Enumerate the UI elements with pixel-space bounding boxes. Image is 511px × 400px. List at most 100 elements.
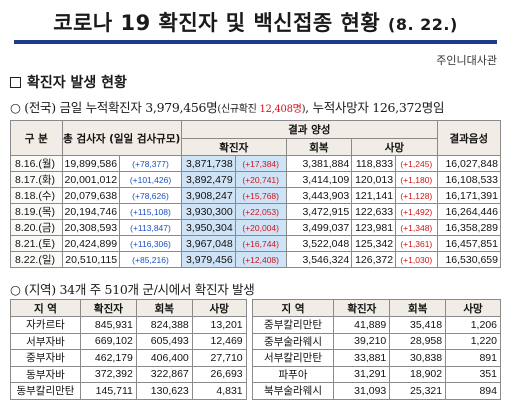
header-recovered-right: 회복: [389, 299, 447, 317]
region-name: 서부자바: [10, 332, 81, 350]
region-confirmed: 669,102: [79, 332, 137, 350]
daily-status-table: 구 분 총 검사자 (일일 검사규모) 결과 양성 결과음성 확진자 회복 사망…: [10, 120, 502, 268]
national-summary: ○ (전국) 금일 누적확진자 3,979,456명(신규확진 12,408명)…: [10, 97, 444, 116]
tests-delta: (+113,847): [119, 219, 182, 236]
region-confirmed: 31,093: [333, 382, 391, 400]
region-name: 자카르타: [10, 316, 81, 334]
table-row: 8.21.(토) 20,424,899 (+116,306) 3,967,048…: [10, 235, 502, 252]
tests-delta: (+115,108): [119, 203, 182, 220]
tests-delta: (+116,306): [119, 235, 182, 252]
deaths-delta: (+1,180): [395, 171, 438, 188]
table-row: 8.22.(일) 20,510,115 (+85,216) 3,979,456 …: [10, 251, 502, 268]
confirmed-delta: (+15,768): [234, 187, 287, 204]
region-deaths: 26,693: [191, 365, 247, 383]
header-total-tests-sub: (일일 검사규모): [109, 132, 181, 145]
negative-total: 16,530,659: [436, 251, 502, 268]
recovered-total: 3,381,884: [285, 155, 353, 172]
regional-table: 지 역 확진자 회복 사망 지 역 확진자 회복 사망 자카르타 845,931…: [10, 299, 501, 400]
tests-total: 20,308,593: [61, 219, 121, 236]
region-deaths: 13,201: [191, 316, 247, 334]
region-confirmed: 31,291: [333, 365, 391, 383]
region-name: 동부칼리만탄: [10, 382, 81, 400]
region-recovered: 406,400: [135, 349, 193, 367]
confirmed-total: 3,871,738: [180, 155, 236, 172]
region-recovered: 605,493: [135, 332, 193, 350]
recovered-total: 3,472,915: [285, 203, 353, 220]
region-recovered: 25,321: [389, 382, 447, 400]
title-bar: 코로나 19 확진자 및 백신접종 현황 (8. 22.): [0, 0, 511, 46]
tests-delta: (+78,377): [119, 155, 182, 172]
title-date: (8. 22.): [388, 15, 458, 34]
summary-suffix: , 누적사망자 126,372명임: [305, 100, 445, 115]
confirmed-delta: (+20,741): [234, 171, 287, 188]
summary-new-close: ): [301, 104, 306, 115]
region-recovered: 130,623: [135, 382, 193, 400]
region-recovered: 18,902: [389, 365, 447, 383]
tests-total: 20,424,899: [61, 235, 121, 252]
title-underline: [14, 40, 497, 44]
deaths-delta: (+1,245): [395, 155, 438, 172]
checkbox-square-icon: [10, 77, 21, 88]
region-name: 중부칼리만탄: [251, 316, 335, 334]
deaths-total: 118,833: [351, 155, 397, 172]
header-region-right: 지 역: [251, 299, 335, 317]
row-date: 8.20.(금): [10, 219, 63, 236]
negative-total: 16,108,533: [436, 171, 502, 188]
recovered-total: 3,499,037: [285, 219, 353, 236]
tests-delta: (+78,626): [119, 187, 182, 204]
header-recovered-left: 회복: [135, 299, 193, 317]
region-name: 북부술라웨시: [251, 382, 335, 400]
page-title: 코로나 19 확진자 및 백신접종 현황 (8. 22.): [0, 7, 511, 37]
header-deaths-right: 사망: [445, 299, 501, 317]
region-deaths: 12,469: [191, 332, 247, 350]
table-row: 8.18.(수) 20,079,638 (+78,626) 3,908,247 …: [10, 187, 502, 204]
negative-total: 16,358,289: [436, 219, 502, 236]
table-row: 8.17.(화) 20,001,012 (+101,426) 3,892,479…: [10, 171, 502, 188]
row-date: 8.21.(토): [10, 235, 63, 252]
tests-total: 20,001,012: [61, 171, 121, 188]
tests-total: 20,079,638: [61, 187, 121, 204]
region-confirmed: 41,889: [333, 316, 391, 334]
table-row: 서부자바 669,102 605,493 12,469 중부술라웨시 39,21…: [10, 332, 501, 350]
table-row: 8.20.(금) 20,308,593 (+113,847) 3,950,304…: [10, 219, 502, 236]
region-recovered: 322,867: [135, 365, 193, 383]
region-name: 동부자바: [10, 365, 81, 383]
recovered-total: 3,522,048: [285, 235, 353, 252]
confirmed-total: 3,979,456: [180, 251, 236, 268]
confirmed-total: 3,950,304: [180, 219, 236, 236]
region-deaths: 4,831: [191, 382, 247, 400]
tests-total: 20,194,746: [61, 203, 121, 220]
tests-delta: (+85,216): [119, 251, 182, 268]
region-recovered: 30,838: [389, 349, 447, 367]
header-category: 구 분: [10, 120, 63, 156]
table-row: 8.16.(월) 19,899,586 (+78,377) 3,871,738 …: [10, 155, 502, 172]
header-confirmed-right: 확진자: [333, 299, 391, 317]
region-name: 중부술라웨시: [251, 332, 335, 350]
deaths-delta: (+1,492): [395, 203, 438, 220]
tests-delta: (+101,426): [119, 171, 182, 188]
row-date: 8.18.(수): [10, 187, 63, 204]
table-row: 8.19.(목) 20,194,746 (+115,108) 3,930,300…: [10, 203, 502, 220]
table-row: 동부칼리만탄 145,711 130,623 4,831 북부술라웨시 31,0…: [10, 382, 501, 400]
region-confirmed: 462,179: [79, 349, 137, 367]
confirmed-total: 3,892,479: [180, 171, 236, 188]
region-deaths: 1,206: [445, 316, 501, 334]
deaths-delta: (+1,348): [395, 219, 438, 236]
summary-prefix: ○ (전국) 금일 누적확진자 3,979,456명: [10, 100, 218, 115]
title-text: 코로나 19 확진자 및 백신접종 현황: [53, 11, 381, 35]
table-row: 중부자바 462,179 406,400 27,710 서부칼리만탄 33,88…: [10, 349, 501, 367]
region-deaths: 891: [445, 349, 501, 367]
region-recovered: 28,958: [389, 332, 447, 350]
summary-new-open: (신규확진: [217, 104, 260, 115]
table-row: 자카르타 845,931 824,388 13,201 중부칼리만탄 41,88…: [10, 316, 501, 334]
confirmed-total: 3,930,300: [180, 203, 236, 220]
confirmed-total: 3,967,048: [180, 235, 236, 252]
header-deaths: 사망: [351, 138, 438, 156]
deaths-delta: (+1,361): [395, 235, 438, 252]
deaths-total: 120,013: [351, 171, 397, 188]
header-region-left: 지 역: [10, 299, 81, 317]
header-total-tests-label: 총 검사자: [63, 132, 106, 145]
region-recovered: 35,418: [389, 316, 447, 334]
deaths-delta: (+1,128): [395, 187, 438, 204]
region-confirmed: 145,711: [79, 382, 137, 400]
